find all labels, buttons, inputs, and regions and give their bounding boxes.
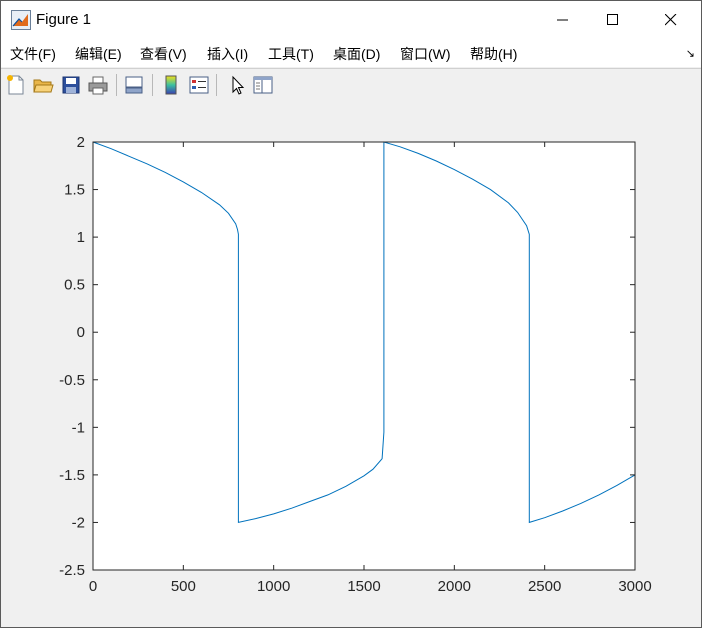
y-tick-label: -0.5 <box>59 372 85 389</box>
y-tick-label: 1.5 <box>64 182 85 199</box>
y-tick-label: -1 <box>72 419 85 436</box>
insert-colorbar-icon[interactable] <box>160 74 182 96</box>
x-tick-label: 0 <box>89 578 97 595</box>
minimize-icon <box>557 19 568 21</box>
toolbar-separator <box>116 74 117 96</box>
property-inspector-icon[interactable] <box>252 74 274 96</box>
link-plot-icon[interactable] <box>123 74 145 96</box>
menu-desktop[interactable]: 桌面(D) <box>333 46 381 62</box>
y-tick-label: 0.5 <box>64 277 85 294</box>
toolbar-separator <box>152 74 153 96</box>
menu-help[interactable]: 帮助(H) <box>470 46 518 62</box>
maximize-icon <box>607 14 618 25</box>
menu-file[interactable]: 文件(F) <box>10 46 56 62</box>
toolbar-separator <box>216 74 217 96</box>
line-plot[interactable]: 0 500 1000 1500 2000 2500 3000 2 1.5 1 0.5 0 -0.5 -1 -… <box>1 101 701 627</box>
print-icon[interactable] <box>87 74 109 96</box>
minimize-button[interactable] <box>540 1 586 39</box>
y-tick-label: 0 <box>77 324 85 341</box>
dock-arrow-icon[interactable]: ↘ <box>685 48 695 60</box>
insert-legend-icon[interactable] <box>188 74 210 96</box>
menu-insert[interactable]: 插入(I) <box>207 46 249 62</box>
menu-tools[interactable]: 工具(T) <box>268 46 314 62</box>
window-title: Figure 1 <box>36 11 92 28</box>
plot-area <box>93 142 635 570</box>
x-tick-label: 1000 <box>257 578 290 595</box>
matlab-figure-icon <box>11 10 31 30</box>
y-tick-label: 1 <box>77 229 85 246</box>
x-tick-label: 2000 <box>438 578 471 595</box>
y-tick-label: 2 <box>77 134 85 151</box>
close-button[interactable] <box>648 1 694 39</box>
close-icon <box>665 14 677 26</box>
menu-window[interactable]: 窗口(W) <box>400 46 451 62</box>
y-tick-label: -2.5 <box>59 562 85 579</box>
menu-edit[interactable]: 编辑(E) <box>75 46 122 62</box>
figure-canvas[interactable]: 0 500 1000 1500 2000 2500 3000 2 1.5 1 0.5 0 -0.5 -1 -… <box>1 101 701 627</box>
save-icon[interactable] <box>60 74 82 96</box>
title-bar[interactable]: Figure 1 <box>1 1 701 39</box>
x-tick-label: 3000 <box>618 578 651 595</box>
y-tick-label: -2 <box>72 514 85 531</box>
menu-bar: 文件(F) 编辑(E) 查看(V) 插入(I) 工具(T) 桌面(D) 窗口(W… <box>1 39 701 67</box>
y-tick-label: -1.5 <box>59 467 85 484</box>
edit-plot-icon[interactable] <box>226 74 248 96</box>
x-tick-label: 2500 <box>528 578 561 595</box>
x-tick-label: 1500 <box>347 578 380 595</box>
menu-view[interactable]: 查看(V) <box>140 46 187 62</box>
x-tick-label: 500 <box>171 578 196 595</box>
figure-toolbar <box>1 68 701 102</box>
series-line-0 <box>92 141 636 524</box>
maximize-button[interactable] <box>590 1 636 39</box>
open-file-icon[interactable] <box>32 74 54 96</box>
new-figure-icon[interactable] <box>5 74 27 96</box>
